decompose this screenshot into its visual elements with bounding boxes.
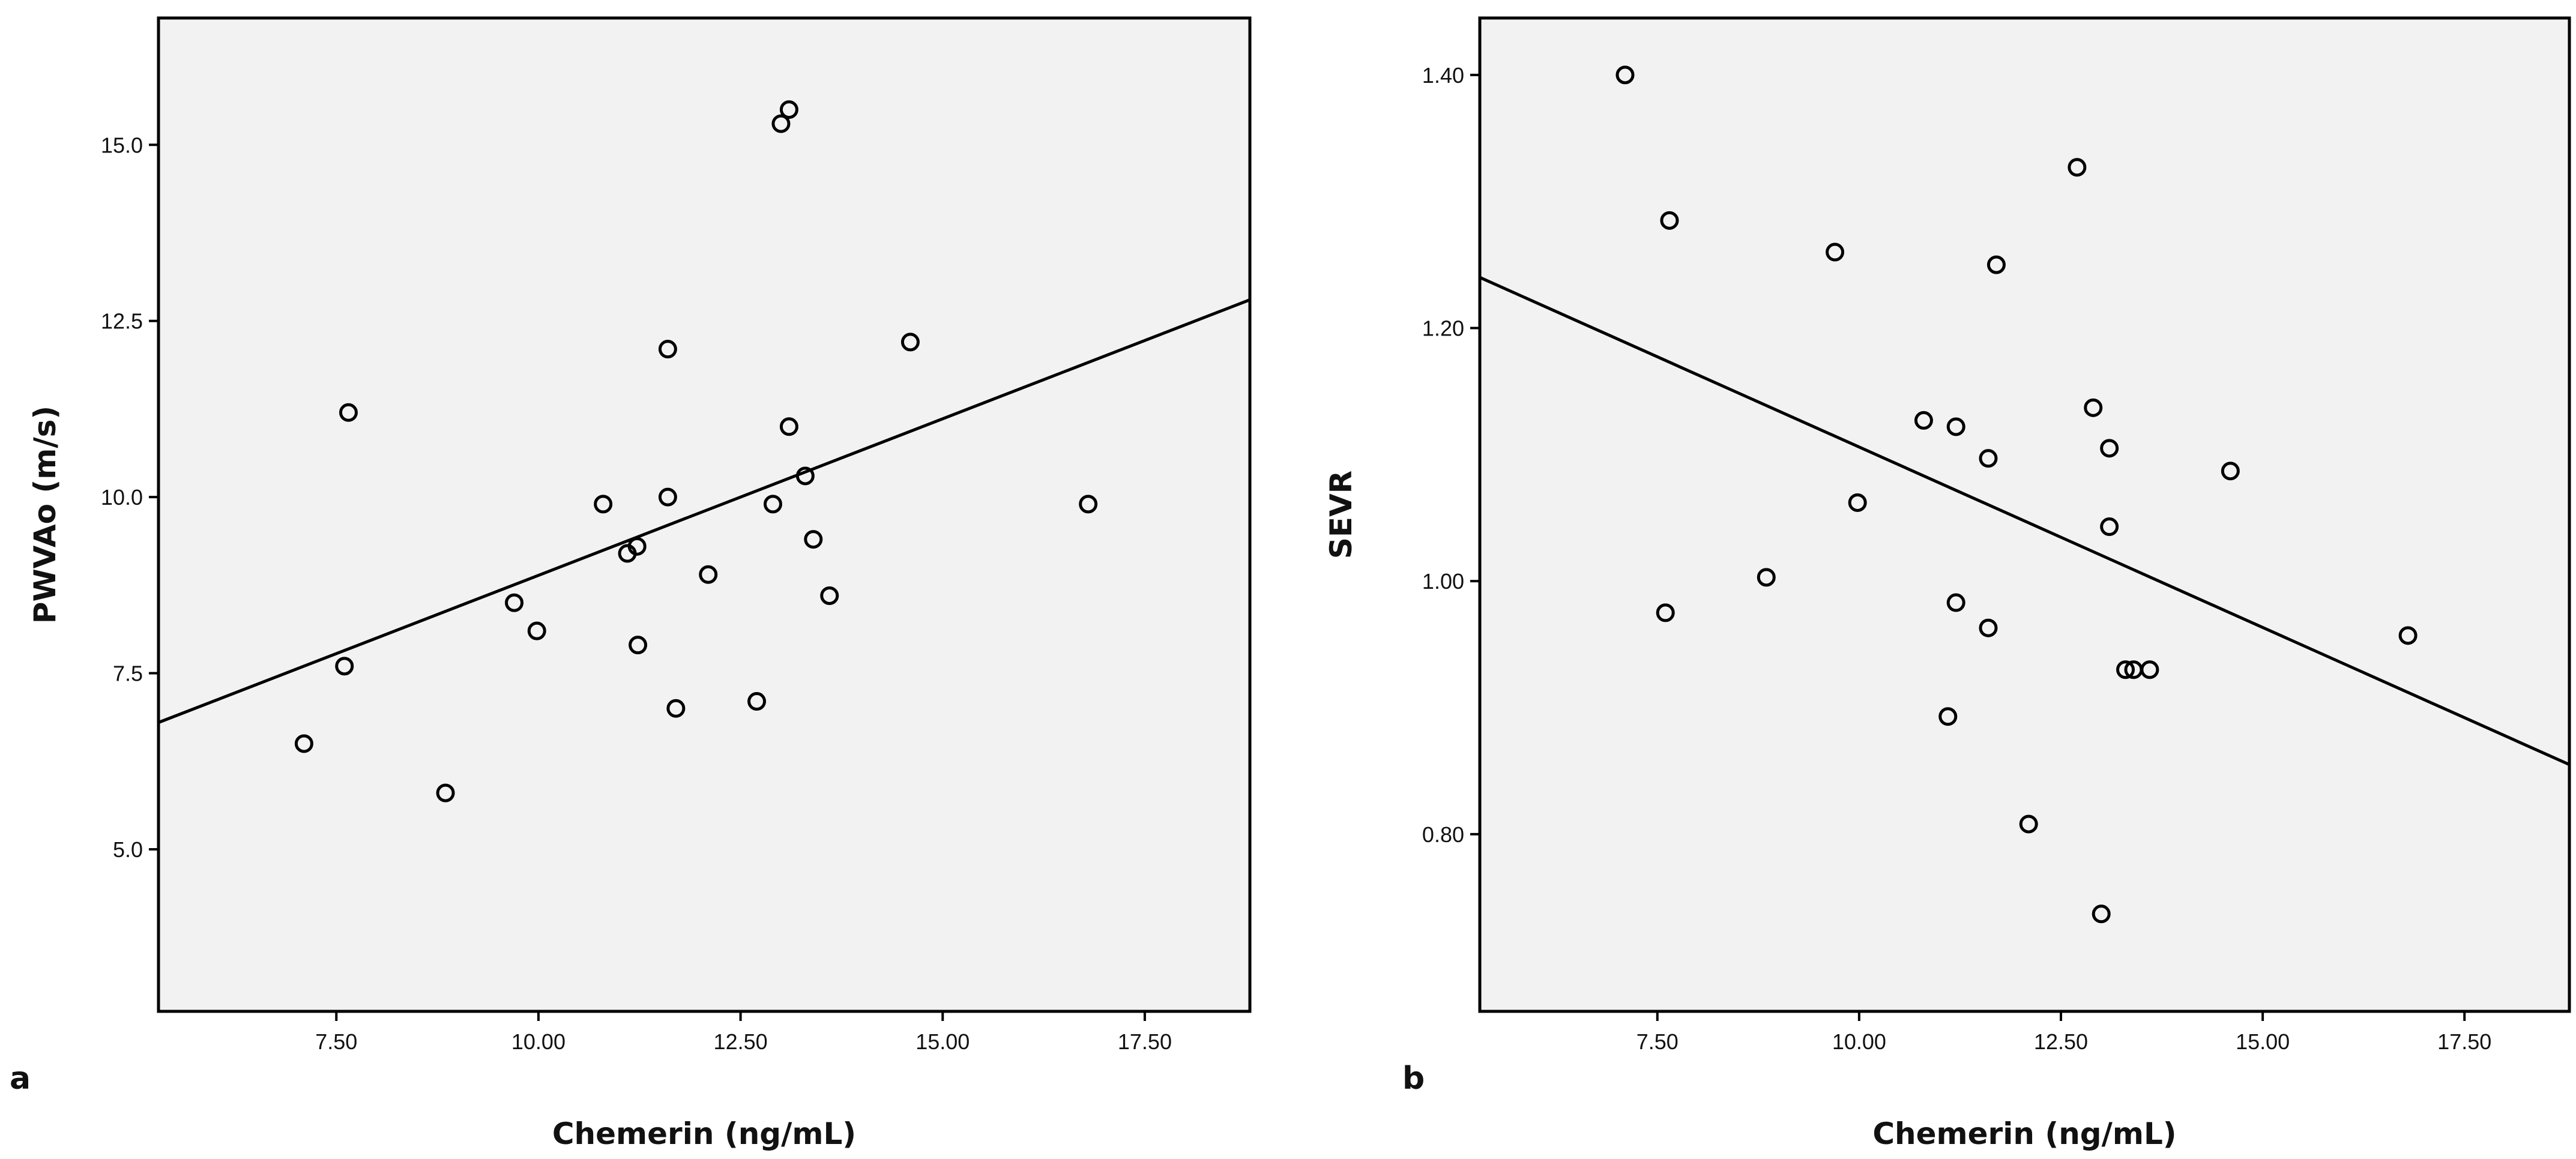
data-point (658, 340, 677, 359)
data-point (294, 734, 313, 753)
data-point (779, 417, 798, 436)
y-tick-label: 10.0 (101, 485, 143, 510)
regression-line (1479, 275, 2571, 766)
x-axis-title: Chemerin (ng/mL) (552, 1116, 856, 1151)
data-point (1757, 568, 1776, 587)
x-tick-label: 17.50 (1118, 1029, 1172, 1054)
x-tick-label: 7.50 (315, 1029, 357, 1054)
chart-panel-b: 0.80 1.00 1.20 1.40 7.50 10.00 12.50 15.00 17.50… (1324, 16, 2571, 1151)
data-point (2019, 814, 2038, 834)
y-axis-title: PWVAo (m/s) (28, 406, 62, 624)
data-point (658, 487, 677, 507)
data-point (2221, 462, 2240, 481)
data-point (1938, 707, 1958, 726)
data-point (505, 593, 524, 612)
data-point (1979, 449, 1998, 468)
data-point (1826, 242, 1845, 262)
x-tick-label: 17.50 (2437, 1029, 2491, 1054)
data-point (771, 114, 791, 133)
data-point (1914, 411, 1933, 430)
y-axis-title: SEVR (1324, 471, 1359, 559)
data-point (527, 621, 546, 640)
data-point (2092, 905, 2111, 924)
x-tick-label: 15.00 (915, 1029, 970, 1054)
data-point (335, 657, 354, 676)
x-tick-label: 7.50 (1636, 1029, 1679, 1054)
data-point (795, 466, 815, 486)
data-point (2100, 517, 2119, 537)
data-point (747, 692, 767, 711)
panel-label-a: a (10, 1061, 31, 1097)
data-point (820, 586, 839, 605)
data-point (900, 333, 920, 352)
data-point (1946, 593, 1965, 612)
data-point (2068, 158, 2087, 177)
data-point (627, 537, 647, 556)
data-point (1986, 255, 2006, 274)
data-point (2100, 439, 2119, 458)
data-point (2084, 398, 2103, 417)
y-tick-label: 7.5 (113, 661, 143, 686)
y-tick-label: 1.20 (1422, 316, 1464, 341)
data-point (436, 783, 455, 802)
data-point (1656, 603, 1675, 622)
data-point (666, 699, 686, 718)
data-point (1615, 65, 1635, 85)
data-point (1848, 493, 1867, 512)
data-point (2140, 660, 2159, 679)
data-point (594, 495, 613, 514)
y-tick-label: 12.5 (101, 309, 143, 334)
data-point (339, 403, 358, 422)
y-tick-label: 1.40 (1422, 63, 1464, 88)
panel-label-b: b (1402, 1061, 1425, 1097)
y-tick-label: 5.0 (113, 837, 143, 862)
plot-area (157, 16, 1252, 1013)
y-tick-label: 0.80 (1422, 822, 1464, 847)
x-tick-label: 12.50 (2034, 1029, 2088, 1054)
y-tick-label: 1.00 (1422, 569, 1464, 594)
data-point (629, 636, 648, 655)
data-point (1660, 211, 1679, 230)
data-point (2398, 626, 2418, 645)
x-tick-label: 12.50 (714, 1029, 768, 1054)
data-point (1946, 417, 1965, 436)
data-point (779, 100, 798, 119)
data-point (1079, 495, 1098, 514)
data-point (699, 565, 718, 584)
data-point (804, 530, 823, 549)
y-tick-label: 15.0 (101, 133, 143, 157)
data-point (763, 495, 782, 514)
data-point (1979, 618, 1998, 637)
chart-panel-a: 5.0 7.5 10.0 12.5 15.0 7.50 10.00 12.50 15.00 17.… (10, 16, 1252, 1151)
data-point (2116, 660, 2135, 679)
x-tick-label: 15.00 (2236, 1029, 2290, 1054)
regression-line (158, 298, 1250, 724)
x-tick-label: 10.00 (1832, 1029, 1886, 1054)
x-axis-title: Chemerin (ng/mL) (1872, 1116, 2176, 1151)
x-tick-label: 10.00 (511, 1029, 566, 1054)
plot-area (1478, 16, 2571, 1013)
